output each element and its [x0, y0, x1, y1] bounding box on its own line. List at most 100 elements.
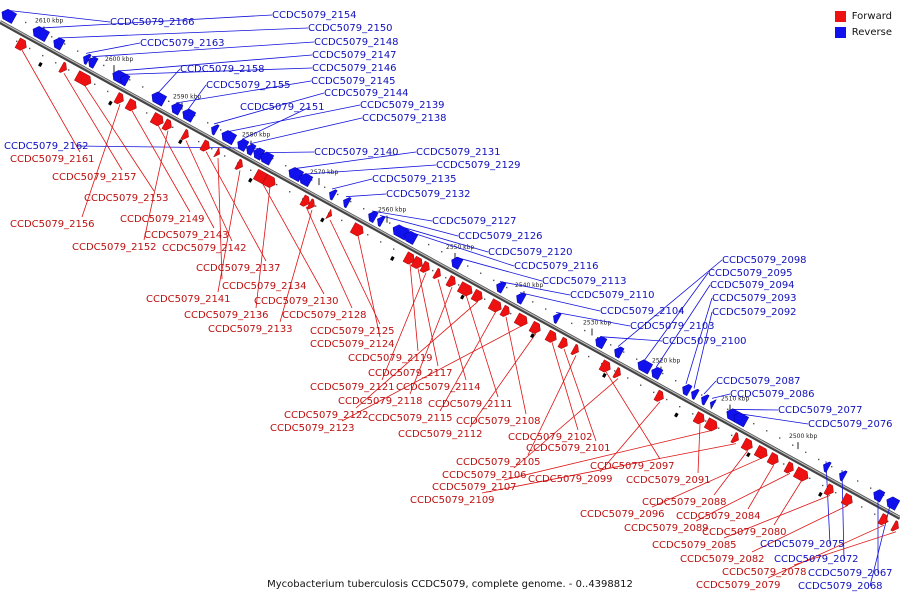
- reverse-gene-arrow: [1, 8, 18, 24]
- minor-tick: [718, 427, 720, 429]
- forward-gene-arrow: [74, 70, 92, 87]
- minor-tick: [805, 451, 807, 454]
- reverse-gene-label: CCDC5079_2087: [716, 376, 801, 387]
- minor-tick: [640, 384, 642, 386]
- leader-line: [685, 297, 713, 385]
- reverse-gene-arrow: [733, 412, 750, 428]
- reverse-gene-arrow: [329, 189, 338, 201]
- forward-gene-label: CCDC5079_2084: [676, 511, 761, 522]
- leader-line: [655, 284, 711, 368]
- leader-line: [825, 461, 831, 545]
- leader-line: [409, 231, 515, 267]
- forward-gene-arrow: [419, 260, 430, 273]
- minor-tick: [94, 83, 96, 85]
- genome-caption: Mycobacterium tuberculosis CCDC5079, com…: [267, 579, 633, 590]
- leader-line: [357, 235, 381, 338]
- leader-line: [481, 443, 737, 494]
- forward-gene-label: CCDC5079_2121: [310, 382, 395, 393]
- leader-line: [551, 342, 579, 431]
- minor-tick: [835, 491, 837, 494]
- forward-gene-label: CCDC5079_2108: [456, 416, 541, 427]
- leader-line: [513, 378, 619, 469]
- leader-line: [341, 325, 523, 422]
- reverse-gene-arrow: [691, 388, 700, 401]
- minor-tick: [627, 377, 629, 379]
- minor-tick: [731, 434, 733, 437]
- minor-tick: [142, 86, 144, 88]
- minor-tick: [168, 100, 170, 102]
- minor-tick: [597, 337, 599, 339]
- leader-line: [695, 473, 791, 522]
- minor-tick: [311, 179, 313, 181]
- minor-tick: [445, 277, 447, 279]
- minor-tick: [818, 458, 820, 461]
- reverse-gene-label: CCDC5079_2086: [730, 389, 815, 400]
- leader-line: [57, 27, 309, 39]
- reverse-gene-arrow: [221, 130, 238, 146]
- forward-gene-arrow: [470, 288, 483, 302]
- reverse-gene-label: CCDC5079_2144: [324, 88, 409, 99]
- minor-tick: [55, 62, 57, 64]
- leader-line: [39, 14, 273, 29]
- forward-gene-arrow: [58, 61, 67, 73]
- minor-tick: [25, 21, 27, 24]
- feature-mark: [746, 452, 751, 458]
- forward-gene-label: CCDC5079_2119: [348, 353, 433, 364]
- minor-tick: [692, 413, 694, 415]
- leader-line: [751, 504, 849, 553]
- minor-tick: [701, 394, 703, 396]
- leader-line: [651, 457, 763, 508]
- leader-lines: [7, 10, 897, 587]
- reverse-gene-label: CCDC5079_2100: [662, 336, 747, 347]
- reverse-gene-arrow: [377, 215, 386, 227]
- kbp-tick-label: 2540 kbp: [515, 282, 543, 289]
- reverse-gene-label: CCDC5079_2076: [808, 419, 893, 430]
- forward-gene-arrow: [161, 118, 172, 131]
- leader-line: [703, 380, 717, 395]
- leader-line: [455, 256, 543, 282]
- forward-gene-arrow: [890, 520, 899, 532]
- minor-tick: [458, 284, 460, 286]
- leader-line: [63, 73, 123, 171]
- minor-tick: [679, 406, 681, 408]
- leader-line: [747, 464, 775, 510]
- reverse-gene-arrow: [260, 151, 275, 166]
- minor-tick: [146, 112, 148, 114]
- reverse-gene-arrow: [151, 91, 168, 107]
- forward-gene-arrow: [234, 158, 243, 170]
- reverse-swatch: [834, 26, 846, 38]
- kbp-tick-label: 2530 kbp: [583, 320, 611, 327]
- leader-line: [91, 41, 315, 58]
- reverse-gene-label: CCDC5079_2094: [710, 280, 795, 291]
- minor-tick: [389, 222, 391, 224]
- forward-gene-label: CCDC5079_2085: [652, 540, 737, 551]
- minor-tick: [315, 205, 317, 207]
- forward-gene-arrow: [612, 367, 621, 379]
- reverse-gene-arrow: [53, 37, 66, 51]
- leader-line: [599, 401, 661, 473]
- forward-gene-label: CCDC5079_2114: [396, 382, 481, 393]
- forward-gene-label: CCDC5079_2101: [526, 443, 611, 454]
- reverse-gene-arrow: [32, 26, 50, 42]
- forward-gene-label: CCDC5079_2080: [702, 527, 787, 538]
- leader-line: [157, 124, 215, 229]
- kbp-tick: 2600 kbp: [105, 56, 133, 73]
- leader-line: [697, 423, 701, 474]
- minor-tick: [571, 322, 573, 325]
- forward-gene-label: CCDC5079_2141: [146, 294, 231, 305]
- reverse-gene-label: CCDC5079_2075: [760, 539, 845, 550]
- reverse-gene-label: CCDC5079_2147: [312, 50, 397, 61]
- leader-line: [345, 193, 387, 198]
- forward-gene-label: CCDC5079_2133: [208, 324, 293, 335]
- reverse-gene-arrow: [839, 470, 848, 482]
- reverse-gene-label: CCDC5079_2077: [778, 405, 863, 416]
- leader-line: [217, 158, 223, 280]
- leader-line: [305, 206, 353, 309]
- reverse-gene-arrow: [595, 336, 608, 350]
- minor-tick: [623, 351, 625, 353]
- minor-tick: [588, 355, 590, 358]
- forward-gene-label: CCDC5079_2123: [270, 423, 355, 434]
- minor-tick: [506, 286, 508, 289]
- feature-mark: [178, 139, 183, 145]
